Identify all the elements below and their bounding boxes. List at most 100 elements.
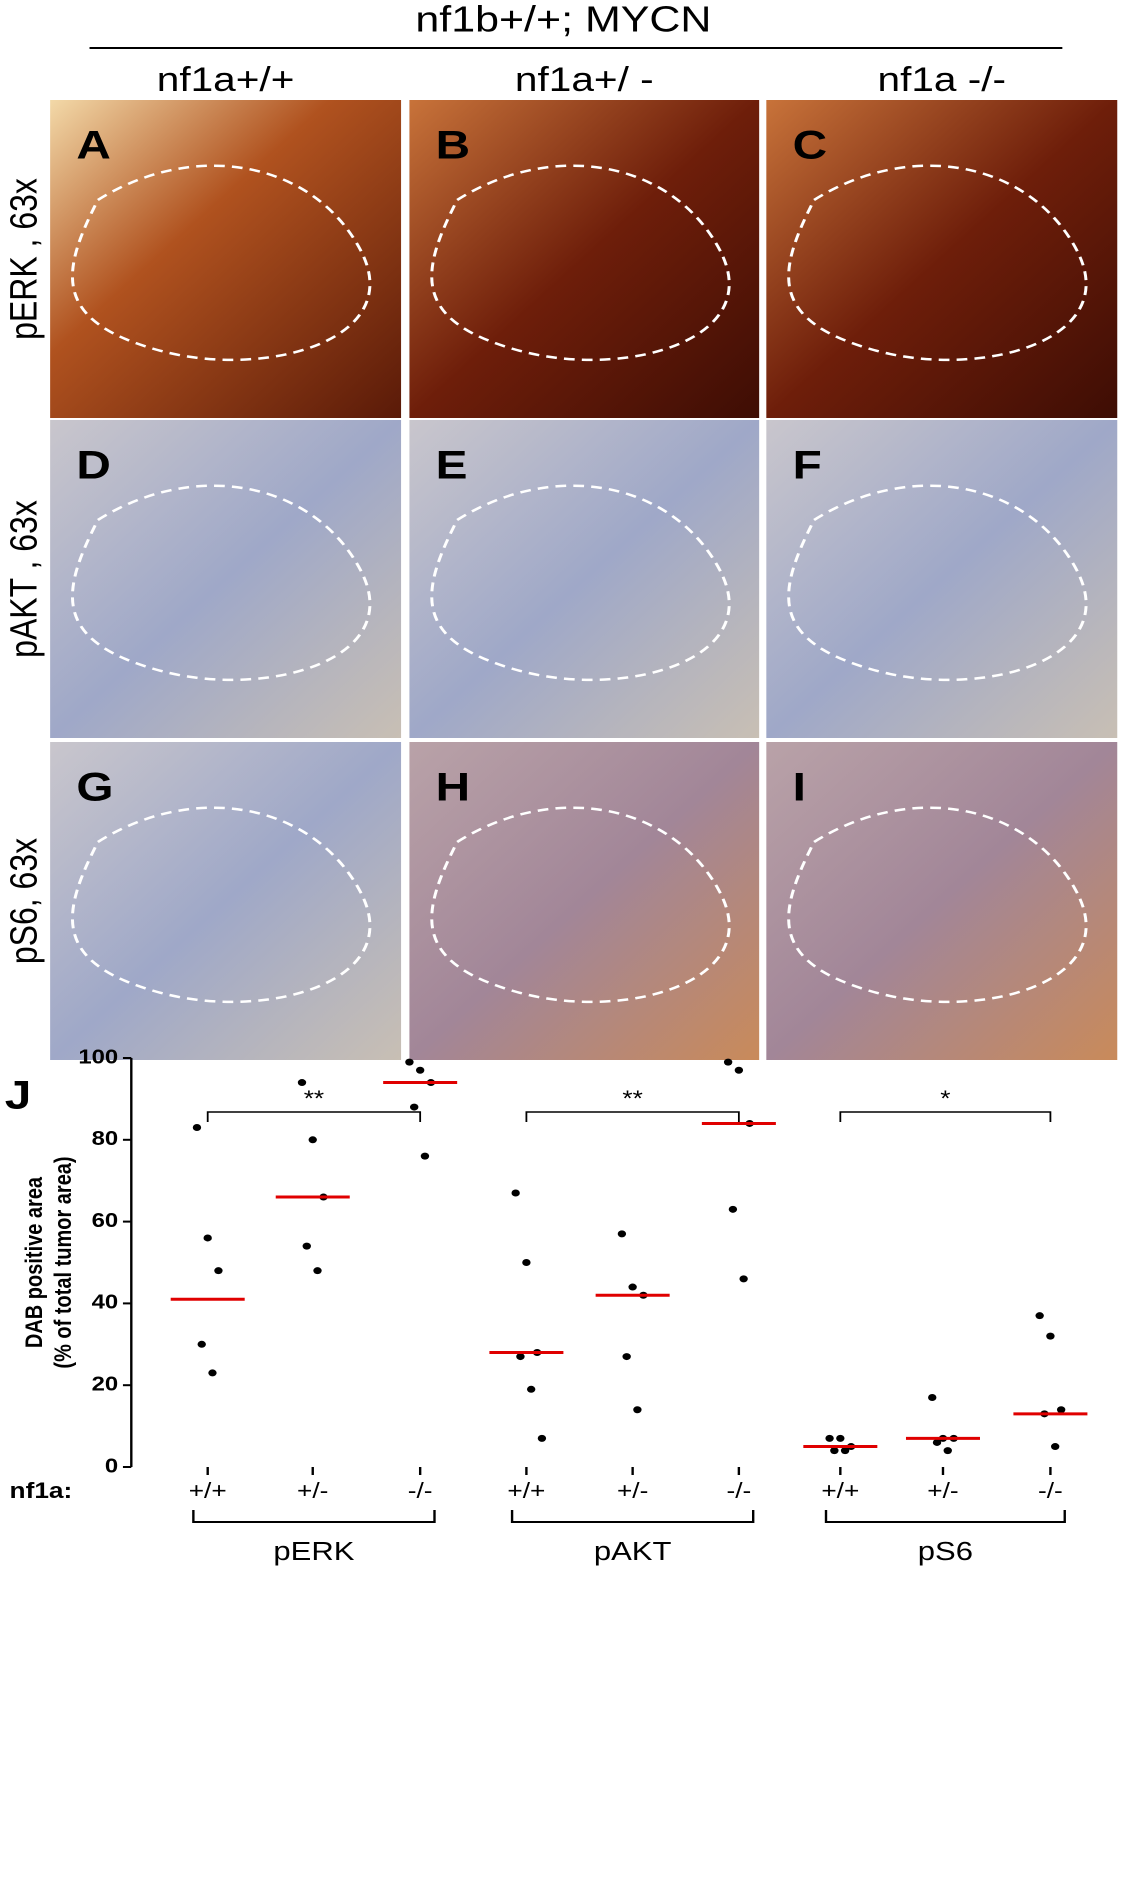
y-tick-label: 20 xyxy=(92,1372,119,1395)
tumor-outline xyxy=(71,806,372,1004)
panel-letter: C xyxy=(793,123,827,168)
data-point xyxy=(825,1434,834,1442)
data-point xyxy=(214,1267,223,1275)
data-point xyxy=(410,1103,419,1111)
data-point xyxy=(734,1066,744,1074)
data-point xyxy=(622,1353,631,1361)
x-tick-label: -/- xyxy=(726,1479,751,1504)
micrograph xyxy=(50,100,402,418)
micrograph xyxy=(409,100,760,418)
data-point xyxy=(1051,1443,1060,1451)
data-point xyxy=(420,1152,430,1160)
data-point xyxy=(728,1205,738,1213)
data-point xyxy=(932,1438,942,1446)
significance-bracket xyxy=(525,1111,740,1122)
tumor-outline xyxy=(430,164,731,362)
data-point xyxy=(302,1242,311,1250)
group-bracket xyxy=(510,1510,755,1523)
data-point xyxy=(297,1079,307,1087)
data-point xyxy=(197,1340,206,1348)
data-point xyxy=(633,1406,642,1414)
tumor-outline xyxy=(71,484,372,682)
tumor-outline xyxy=(71,164,372,362)
row-label: pERK , 63x xyxy=(3,178,45,340)
significance-label: ** xyxy=(622,1087,643,1112)
data-point xyxy=(313,1267,322,1275)
x-tick-label: +/+ xyxy=(821,1479,859,1504)
y-tick-label: 60 xyxy=(92,1209,119,1232)
significance-label: * xyxy=(940,1087,951,1112)
group-label: pS6 xyxy=(918,1537,973,1566)
panel-letter: D xyxy=(76,443,110,488)
column-label: nf1a -/- xyxy=(878,60,1007,98)
column-label: nf1a+/ - xyxy=(515,60,654,98)
data-point xyxy=(405,1058,414,1066)
group-label: pAKT xyxy=(594,1537,672,1566)
micrograph xyxy=(766,742,1118,1060)
tumor-outline xyxy=(787,484,1088,682)
micrograph xyxy=(409,420,760,738)
significance-label: ** xyxy=(304,1087,325,1112)
tumor-outline xyxy=(787,806,1088,1004)
row-label: pS6, 63x xyxy=(3,838,45,965)
group-bracket xyxy=(824,1510,1066,1523)
panel-letter: G xyxy=(76,765,113,810)
micrograph xyxy=(766,100,1118,418)
x-tick-label: +/- xyxy=(297,1479,328,1504)
data-point xyxy=(830,1447,839,1455)
data-point xyxy=(511,1189,520,1197)
panel-letter: A xyxy=(76,123,110,168)
micrograph-grid: nf1a+/+ nf1a+/ - nf1a -/- pERK , 63x A B CpAKT… xyxy=(3,60,1118,1060)
y-tick-label: 100 xyxy=(78,1045,118,1068)
y-axis-label: DAB positive area xyxy=(20,1176,47,1348)
chart-j: J 0 20 40 60 80 100 DAB positive area (% of tota… xyxy=(5,1045,1088,1566)
x-tick-label: +/- xyxy=(617,1479,648,1504)
data-point xyxy=(192,1124,202,1132)
panel-letter: J xyxy=(5,1073,32,1118)
data-point xyxy=(1035,1312,1044,1320)
panel-letter: B xyxy=(436,123,470,168)
data-point xyxy=(723,1058,733,1066)
data-point xyxy=(617,1230,627,1238)
tumor-outline xyxy=(787,164,1088,362)
panel-letter: I xyxy=(793,765,806,810)
data-point xyxy=(526,1385,536,1393)
y-tick-label: 40 xyxy=(92,1291,119,1314)
data-point xyxy=(415,1066,425,1074)
data-point xyxy=(836,1434,845,1442)
data-point xyxy=(1056,1406,1066,1414)
panel-letter: H xyxy=(436,765,470,810)
panel-letter: F xyxy=(793,443,822,488)
column-label: nf1a+/+ xyxy=(157,60,295,98)
micrograph xyxy=(409,742,760,1060)
data-point xyxy=(203,1234,212,1242)
data-point xyxy=(943,1447,952,1455)
micrograph xyxy=(50,420,402,738)
x-tick-label: +/+ xyxy=(189,1479,227,1504)
data-point xyxy=(739,1275,748,1283)
x-tick-label: -/- xyxy=(1038,1479,1063,1504)
data-point xyxy=(840,1447,850,1455)
data-point xyxy=(522,1259,531,1266)
significance-bracket xyxy=(206,1111,422,1122)
x-tick-label: +/+ xyxy=(507,1479,545,1504)
row-label: pAKT , 63x xyxy=(3,500,45,658)
micrograph xyxy=(766,420,1118,738)
y-axis-label: (% of total tumor area) xyxy=(49,1156,76,1368)
y-tick-label: 80 xyxy=(92,1127,119,1150)
data-point xyxy=(208,1369,217,1377)
significance-bracket xyxy=(839,1111,1052,1122)
data-point xyxy=(628,1283,637,1291)
tumor-outline xyxy=(430,484,731,682)
data-point xyxy=(928,1393,937,1401)
x-prefix: nf1a: xyxy=(10,1479,73,1504)
data-point xyxy=(1046,1332,1055,1340)
x-tick-label: -/- xyxy=(408,1479,433,1504)
data-point xyxy=(537,1434,547,1442)
x-tick-label: +/- xyxy=(927,1479,958,1504)
figure-title: nf1b+/+; MYCN xyxy=(415,0,711,40)
y-tick-label: 0 xyxy=(105,1454,118,1477)
micrograph xyxy=(50,742,402,1060)
